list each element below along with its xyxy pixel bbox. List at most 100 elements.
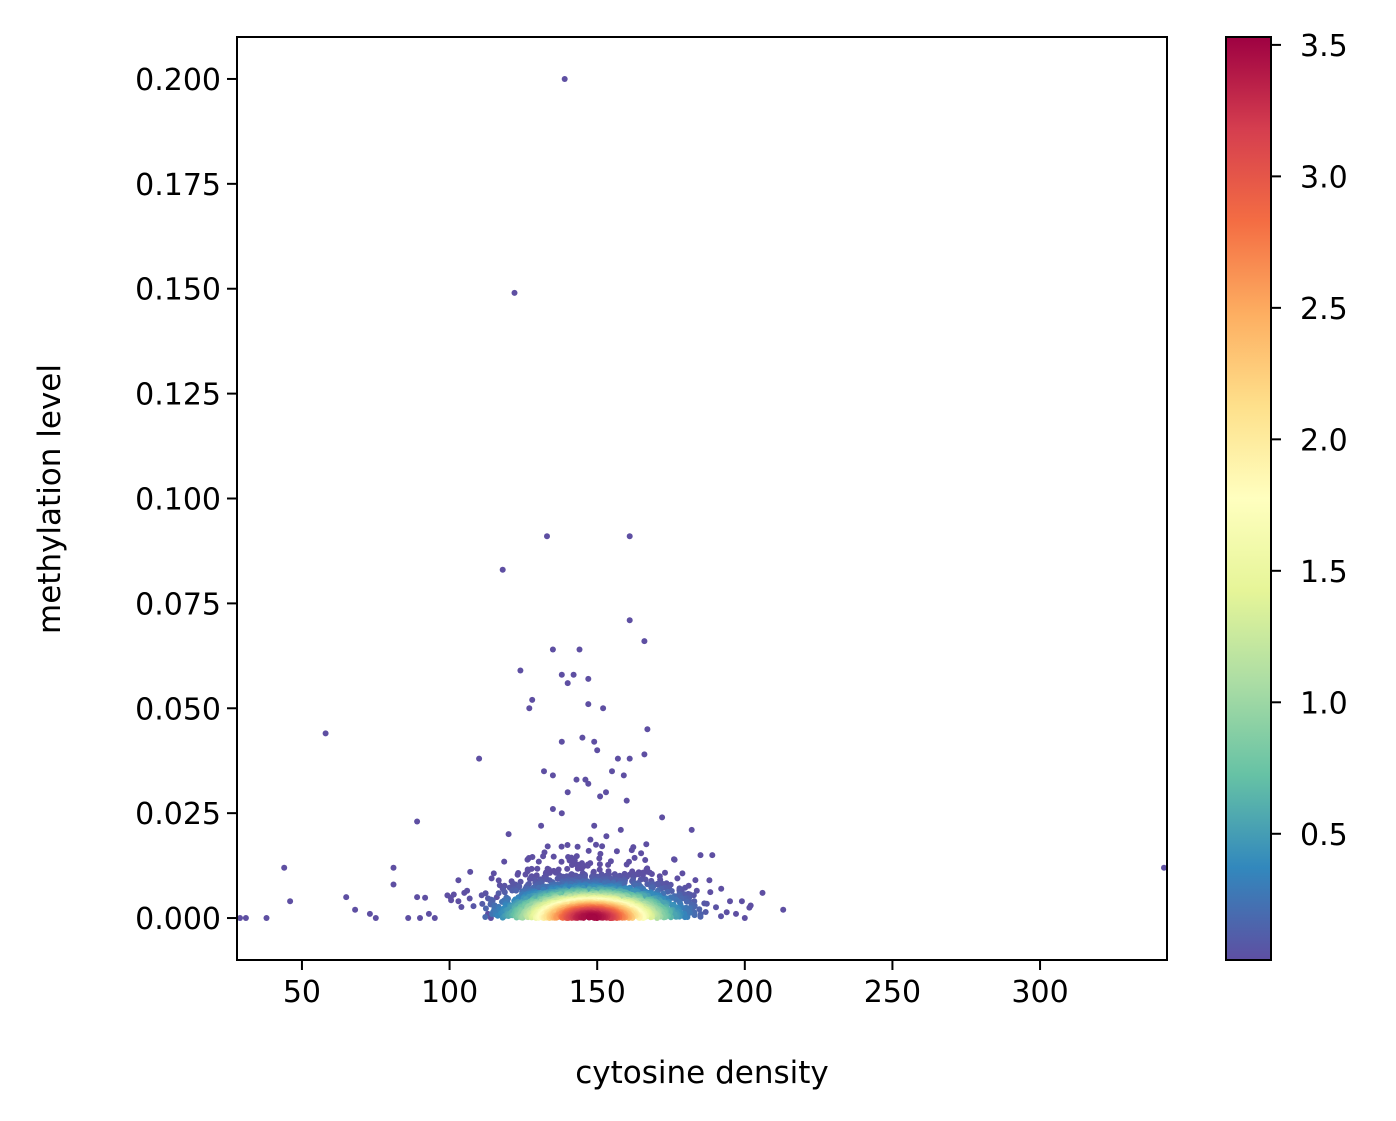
data-point [691, 912, 698, 919]
data-point [574, 862, 581, 869]
data-point [596, 855, 603, 862]
y-tick-label: 0.200 [135, 63, 221, 98]
data-point [263, 915, 270, 921]
data-point [738, 898, 745, 905]
data-point [597, 793, 604, 800]
data-point [237, 915, 243, 921]
y-tick-label: 0.125 [135, 378, 221, 413]
data-point [701, 900, 708, 907]
data-point [628, 847, 635, 854]
x-tick-label: 150 [569, 975, 626, 1010]
data-point [464, 887, 471, 894]
data-point [638, 850, 645, 857]
data-point [697, 852, 704, 859]
colorbar-frame [1225, 36, 1272, 961]
data-point [505, 831, 512, 838]
data-point [390, 881, 397, 888]
colorbar-fill [1226, 37, 1271, 960]
colorbar-tick-label: 3.5 [1300, 29, 1348, 64]
data-point [727, 898, 733, 905]
data-point [626, 858, 632, 865]
data-point [541, 768, 547, 775]
data-point [343, 894, 350, 901]
data-point [482, 905, 489, 912]
data-point [287, 898, 294, 905]
data-point [642, 876, 649, 883]
colorbar-tick-label: 0.5 [1300, 818, 1348, 853]
data-point [526, 705, 533, 712]
data-point [561, 76, 568, 82]
data-point [585, 701, 592, 708]
data-point [609, 768, 615, 775]
data-point [558, 671, 565, 678]
data-point [576, 646, 583, 653]
data-point [447, 894, 454, 901]
data-point [579, 734, 586, 741]
data-point [697, 913, 704, 920]
data-point [529, 854, 536, 860]
data-point [495, 877, 502, 884]
data-point [614, 755, 621, 762]
data-point [780, 906, 787, 913]
data-point [431, 915, 438, 921]
data-point [706, 877, 713, 884]
data-point [603, 833, 610, 840]
x-tick-label: 50 [283, 975, 321, 1010]
data-point [564, 865, 571, 872]
data-point [476, 755, 483, 762]
data-point [613, 848, 620, 855]
data-point [587, 860, 594, 867]
x-tick-label: 250 [864, 975, 921, 1010]
colorbar-tick-label: 1.5 [1300, 555, 1348, 590]
data-point [390, 864, 397, 871]
data-point [580, 863, 587, 870]
data-point [586, 914, 593, 921]
x-axis: 50 100 150 200 250 300 [283, 960, 1069, 1010]
data-point [718, 885, 725, 892]
data-point [707, 889, 714, 896]
y-tick-label: 0.025 [135, 797, 221, 832]
x-tick-label: 300 [1011, 975, 1068, 1010]
data-point [517, 878, 524, 885]
data-point [587, 836, 594, 843]
data-point [591, 914, 597, 921]
data-point [564, 680, 571, 687]
data-point [513, 887, 520, 894]
data-point [674, 875, 681, 882]
data-point [488, 875, 495, 882]
y-tick-label: 0.100 [135, 483, 221, 518]
data-point [617, 826, 624, 833]
data-point [470, 903, 477, 910]
data-point [458, 904, 465, 910]
colorbar: 0.5 1.0 1.5 2.0 2.5 3.0 3.5 [1225, 29, 1348, 961]
data-point [568, 854, 575, 861]
data-point [544, 533, 550, 540]
data-point [641, 751, 648, 758]
data-point [535, 858, 542, 865]
data-point [597, 850, 604, 857]
data-point [455, 877, 462, 884]
data-point [641, 638, 648, 645]
data-point [422, 894, 429, 901]
data-point [669, 902, 675, 909]
data-point [718, 913, 724, 920]
data-point [372, 915, 379, 921]
data-point [643, 841, 650, 848]
data-point [733, 910, 739, 917]
data-point [741, 915, 748, 921]
data-point [549, 772, 556, 779]
data-point [596, 866, 603, 873]
plot-frame [236, 36, 1168, 961]
data-point [482, 914, 489, 920]
data-point [692, 877, 699, 884]
data-point [479, 900, 486, 907]
y-tick-label: 0.175 [135, 168, 221, 203]
data-point [662, 869, 668, 876]
data-point [322, 730, 329, 737]
data-point [501, 889, 508, 896]
data-point [693, 887, 700, 894]
data-point [681, 914, 688, 921]
data-point [709, 852, 716, 859]
data-point [574, 843, 581, 850]
